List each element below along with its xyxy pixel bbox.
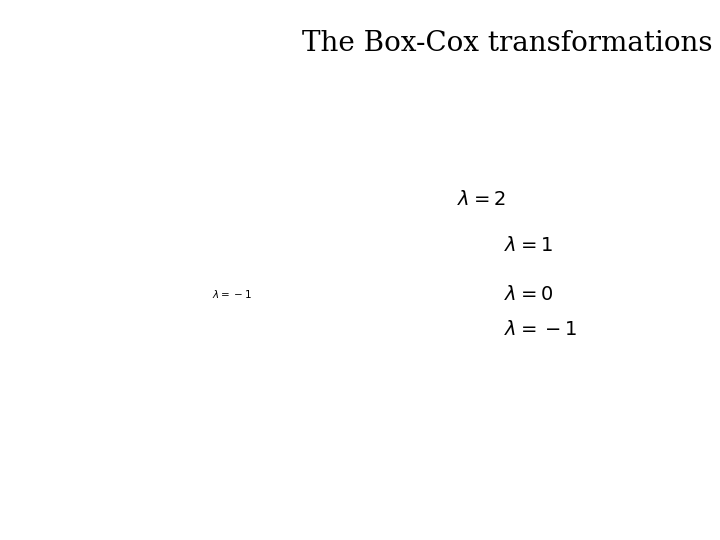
Text: $\lambda = -1$: $\lambda = -1$ xyxy=(212,288,252,300)
Text: $\lambda = -1$: $\lambda = -1$ xyxy=(504,320,577,339)
Text: $\lambda = 1$: $\lambda = 1$ xyxy=(504,236,553,255)
Text: The Box-Cox transformations: The Box-Cox transformations xyxy=(302,30,713,57)
Text: $\lambda = 2$: $\lambda = 2$ xyxy=(457,190,506,210)
Text: $\lambda = 0$: $\lambda = 0$ xyxy=(504,285,553,304)
